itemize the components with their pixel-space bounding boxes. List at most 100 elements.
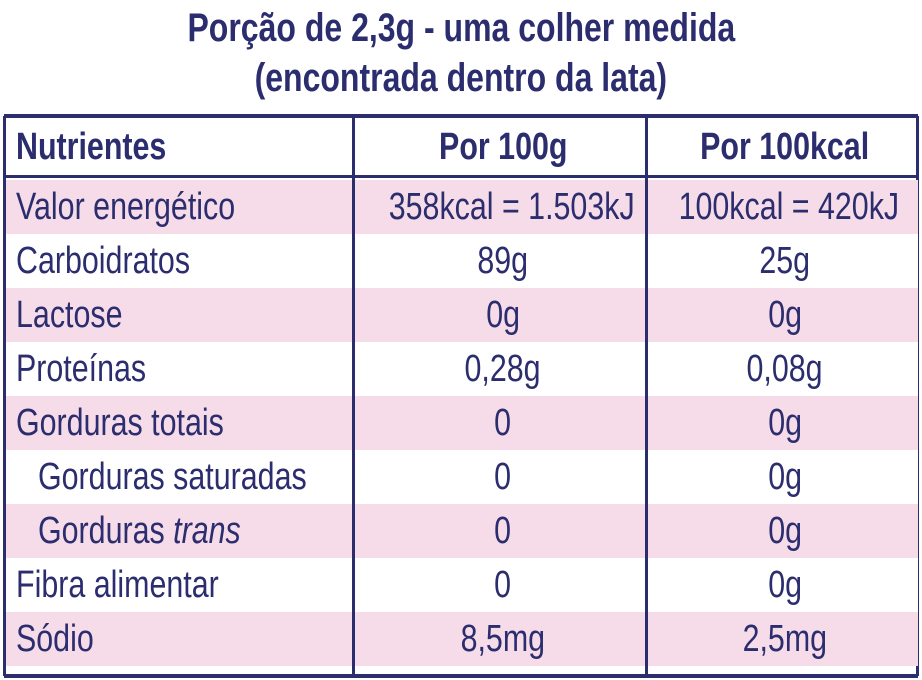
- cell-text-part: 0g: [768, 510, 802, 552]
- table-row: Gorduras totais 0 0g: [6, 396, 918, 450]
- cell-text-part: Valor energético: [16, 186, 236, 228]
- table-row: Lactose 0g 0g: [6, 288, 918, 342]
- cell-text: Lactose: [16, 288, 122, 342]
- cell-text-part: 0: [494, 402, 512, 444]
- table-row: Sódio 8,5mg 2,5mg: [6, 612, 918, 666]
- cell-text: Gorduras trans: [38, 504, 241, 558]
- cell-text-part: 0g: [768, 294, 802, 336]
- column-border: [352, 116, 355, 676]
- cell-text-part: 0: [494, 564, 512, 606]
- table-cell: 89g: [358, 234, 648, 288]
- table-cell: Carboidratos: [16, 234, 356, 288]
- cell-text-part: 0g: [486, 294, 520, 336]
- table-cell: Sódio: [16, 612, 356, 666]
- cell-text-part: 8,5mg: [460, 618, 546, 660]
- cell-text-part: 0,28g: [464, 348, 542, 390]
- cell-text: Nutrientes: [16, 120, 166, 174]
- cell-text: 0: [495, 450, 512, 504]
- cell-text: Carboidratos: [16, 234, 190, 288]
- cell-text-part: 0: [494, 510, 512, 552]
- cell-text-italic: trans: [173, 510, 241, 552]
- cell-text-part: 2,5mg: [742, 618, 828, 660]
- table-cell: 0g: [651, 396, 919, 450]
- cell-text-part: Proteínas: [16, 348, 147, 390]
- cell-text: 0g: [768, 396, 802, 450]
- table-cell: 2,5mg: [651, 612, 919, 666]
- cell-text-part: 358kcal = 1.503kJ: [388, 186, 635, 228]
- table-cell: Por 100g: [358, 120, 648, 174]
- table-top-border: [4, 114, 918, 118]
- cell-text-part: 0g: [768, 456, 802, 498]
- column-border: [645, 116, 648, 676]
- cell-text: 0g: [768, 450, 802, 504]
- cell-text-part: Sódio: [16, 618, 94, 660]
- cell-text: 0g: [486, 288, 520, 342]
- table-bottom-border: [4, 674, 918, 678]
- table-row: Carboidratos 89g 25g: [6, 234, 918, 288]
- table-cell: 0: [358, 450, 648, 504]
- table-cell: 0: [358, 504, 648, 558]
- cell-text-part: 0: [494, 456, 512, 498]
- cell-text: 358kcal = 1.503kJ: [389, 180, 635, 234]
- cell-text-part: 0,08g: [746, 348, 824, 390]
- table-cell: 358kcal = 1.503kJ: [358, 180, 648, 234]
- table-cell: 100kcal = 420kJ: [651, 180, 919, 234]
- cell-text: 8,5mg: [461, 612, 546, 666]
- table-cell: 0,28g: [358, 342, 648, 396]
- cell-text: Por 100g: [439, 120, 567, 174]
- title: (encontrada dentro da lata): [0, 54, 922, 102]
- cell-text: 100kcal = 420kJ: [679, 180, 900, 234]
- table-row: Valor energético 358kcal = 1.503kJ 100kcal…: [6, 180, 918, 234]
- cell-text-part: Gorduras totais: [16, 402, 224, 444]
- cell-text-part: Por 100g: [438, 126, 568, 168]
- table-row: Gorduras trans 0 0g: [6, 504, 918, 558]
- cell-text: 0: [495, 558, 512, 612]
- table-cell: Lactose: [16, 288, 356, 342]
- cell-text-part: Lactose: [16, 294, 123, 336]
- table-cell: 0g: [358, 288, 648, 342]
- cell-text-part: Fibra alimentar: [16, 564, 219, 606]
- cell-text-part: Gorduras saturadas: [38, 456, 307, 498]
- cell-text-part: 0g: [768, 402, 802, 444]
- table-cell: 0g: [651, 504, 919, 558]
- table-cell: 0: [358, 558, 648, 612]
- cell-text-part: 25g: [759, 240, 811, 282]
- header-row: Nutrientes Por 100g Por 100kcal: [6, 120, 918, 174]
- cell-text: Gorduras totais: [16, 396, 224, 450]
- cell-text: 0g: [768, 558, 802, 612]
- cell-text: Gorduras saturadas: [38, 450, 307, 504]
- table-cell: Gorduras trans: [38, 504, 378, 558]
- cell-text-part: Por 100kcal: [700, 126, 870, 168]
- cell-text: 0: [495, 396, 512, 450]
- table-cell: 0g: [651, 288, 919, 342]
- title-line: Porção de 2,3g - uma colher medida: [187, 6, 735, 50]
- table-cell: Proteínas: [16, 342, 356, 396]
- table-cell: Gorduras saturadas: [38, 450, 378, 504]
- cell-text: 25g: [760, 234, 811, 288]
- table-cell: Gorduras totais: [16, 396, 356, 450]
- table-cell: Fibra alimentar: [16, 558, 356, 612]
- title: Porção de 2,3g - uma colher medida: [0, 4, 922, 52]
- table-cell: 0,08g: [651, 342, 919, 396]
- title-line: (encontrada dentro da lata): [254, 56, 668, 100]
- cell-text: 0: [495, 504, 512, 558]
- table-cell: 0g: [651, 450, 919, 504]
- cell-text: 2,5mg: [743, 612, 828, 666]
- table-cell: 0g: [651, 558, 919, 612]
- cell-text: Sódio: [16, 612, 94, 666]
- table-cell: 8,5mg: [358, 612, 648, 666]
- table-row: Gorduras saturadas 0 0g: [6, 450, 918, 504]
- cell-text-part: Carboidratos: [16, 240, 191, 282]
- cell-text: Fibra alimentar: [16, 558, 219, 612]
- table-cell: 25g: [651, 234, 919, 288]
- cell-text: 0,08g: [747, 342, 823, 396]
- header-border: [4, 175, 918, 178]
- cell-text-part: 89g: [477, 240, 529, 282]
- cell-text: 89g: [478, 234, 529, 288]
- cell-text: Proteínas: [16, 342, 146, 396]
- table-row: Proteínas 0,28g 0,08g: [6, 342, 918, 396]
- cell-text-part: 100kcal = 420kJ: [678, 186, 900, 228]
- table-cell: Valor energético: [16, 180, 356, 234]
- column-border: [3, 116, 6, 676]
